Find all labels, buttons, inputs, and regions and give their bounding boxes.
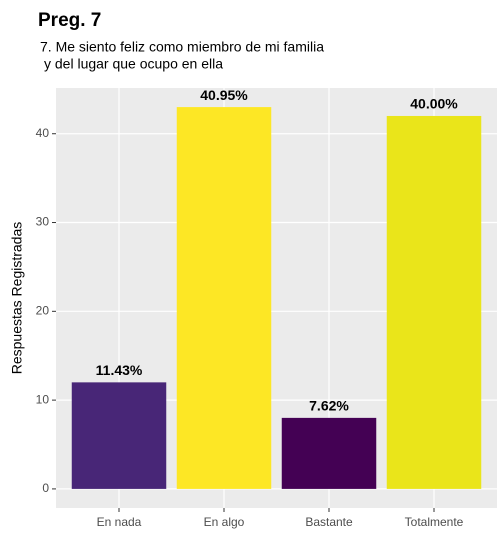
y-tick-label: 0 bbox=[42, 481, 49, 495]
chart-subtitle: y del lugar que ocupo en ella bbox=[44, 56, 223, 72]
y-tick-label: 20 bbox=[36, 303, 50, 317]
bar bbox=[71, 382, 167, 489]
x-tick-label: Bastante bbox=[305, 515, 353, 529]
chart-subtitle: 7. Me siento feliz como miembro de mi fa… bbox=[40, 39, 324, 55]
data-label: 11.43% bbox=[96, 362, 143, 378]
x-tick-label: En algo bbox=[204, 515, 245, 529]
bar bbox=[281, 417, 377, 489]
bar bbox=[386, 115, 482, 489]
x-tick-label: En nada bbox=[97, 515, 142, 529]
data-label: 7.62% bbox=[309, 398, 349, 414]
chart-title: Preg. 7 bbox=[38, 10, 101, 31]
data-label: 40.00% bbox=[410, 96, 458, 112]
y-tick-label: 10 bbox=[36, 392, 50, 406]
bar bbox=[176, 107, 272, 489]
y-axis-label: Respuestas Registradas bbox=[9, 222, 25, 375]
data-label: 40.95% bbox=[200, 87, 248, 103]
y-tick-label: 40 bbox=[36, 126, 50, 140]
y-tick-label: 30 bbox=[36, 215, 50, 229]
x-tick-label: Totalmente bbox=[405, 515, 464, 529]
